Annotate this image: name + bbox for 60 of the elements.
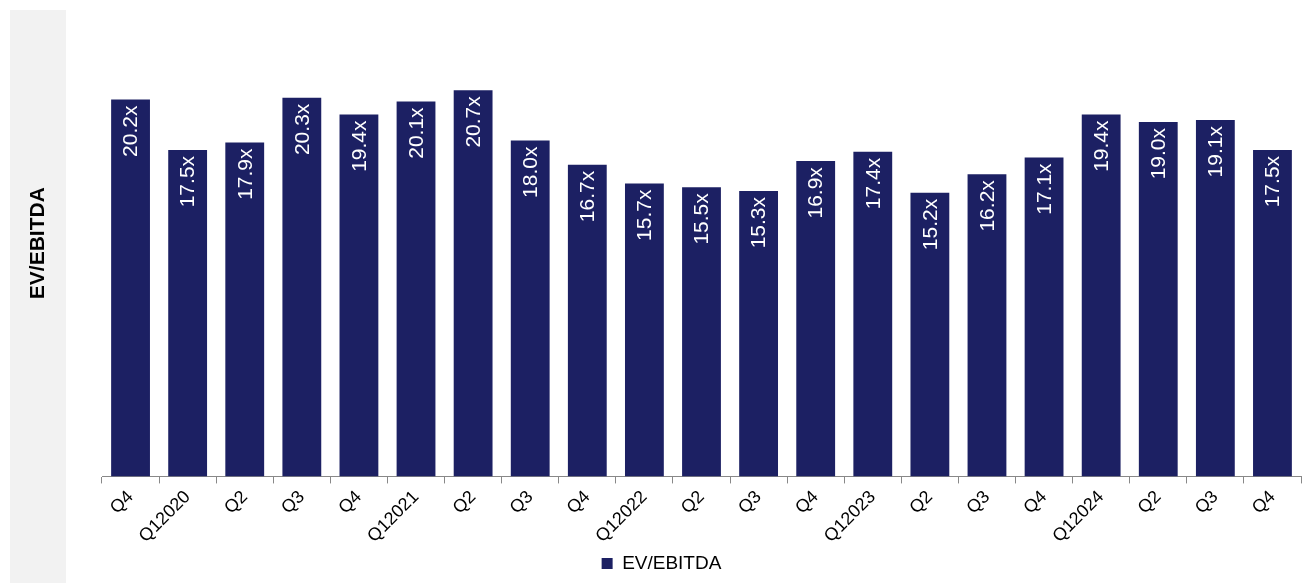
data-label: 17.5x <box>175 155 199 208</box>
x-tick-label: Q3 <box>505 486 537 518</box>
data-label: 16.2x <box>974 179 998 232</box>
bar <box>225 142 265 477</box>
data-label: 20.3x <box>289 103 313 156</box>
data-label: 19.0x <box>1146 127 1170 180</box>
bar <box>739 190 779 477</box>
bar <box>1253 149 1292 477</box>
data-label: 19.4x <box>346 119 370 172</box>
x-tick-label: Q3 <box>962 486 994 518</box>
bar <box>282 97 322 477</box>
x-tick-label: Q2 <box>1133 486 1165 518</box>
x-tick-label: Q4 <box>562 486 594 518</box>
data-label: 15.7x <box>632 189 656 241</box>
x-tick-label: Q4 <box>334 486 366 518</box>
x-tick-label: Q2 <box>676 486 708 518</box>
data-label: 17.9x <box>232 147 256 200</box>
bar <box>111 99 150 477</box>
bar <box>1195 120 1235 477</box>
x-tick-label: Q2 <box>448 486 480 518</box>
x-tick-label: Q4 <box>1247 486 1279 518</box>
bar <box>853 151 893 477</box>
bar <box>1024 157 1064 477</box>
bar <box>624 183 664 477</box>
data-label: 17.4x <box>860 157 884 210</box>
x-tick-label: Q4 <box>1019 486 1051 518</box>
data-label: 15.5x <box>689 192 713 245</box>
bar <box>910 192 950 477</box>
x-tick-label: Q2 <box>219 486 252 518</box>
data-label: 20.2x <box>118 105 142 157</box>
data-label: 15.3x <box>746 196 770 249</box>
bar <box>567 164 607 477</box>
bar <box>168 149 208 477</box>
y-axis-title: EV/EBITDA <box>25 187 49 300</box>
bar <box>1081 114 1121 477</box>
data-label: 19.1x <box>1203 125 1227 178</box>
data-label: 16.7x <box>575 170 599 223</box>
x-tick-label: Q4 <box>105 486 137 518</box>
x-tick-label: Q4 <box>790 486 823 518</box>
x-tick-label: Q2 <box>905 486 937 518</box>
data-label: 17.1x <box>1031 162 1055 215</box>
data-label: 18.0x <box>518 146 542 198</box>
bar <box>682 187 721 477</box>
bar <box>339 114 379 477</box>
x-tick-label: Q3 <box>277 486 309 518</box>
bar <box>1138 121 1178 477</box>
data-label: 20.7x <box>460 95 484 148</box>
x-tick-label: Q3 <box>733 486 765 518</box>
bar <box>967 174 1007 477</box>
bar <box>796 161 836 477</box>
x-tick-label: Q3 <box>1190 486 1222 518</box>
data-label: 16.9x <box>803 166 827 219</box>
data-label: 20.1x <box>403 106 427 159</box>
legend-label: EV/EBITDA <box>622 551 722 573</box>
data-label: 17.5x <box>1260 155 1284 208</box>
data-label: 19.4x <box>1088 119 1112 172</box>
bar <box>396 101 436 477</box>
bar <box>510 140 550 477</box>
bar <box>453 90 493 477</box>
data-label: 15.2x <box>917 198 941 251</box>
